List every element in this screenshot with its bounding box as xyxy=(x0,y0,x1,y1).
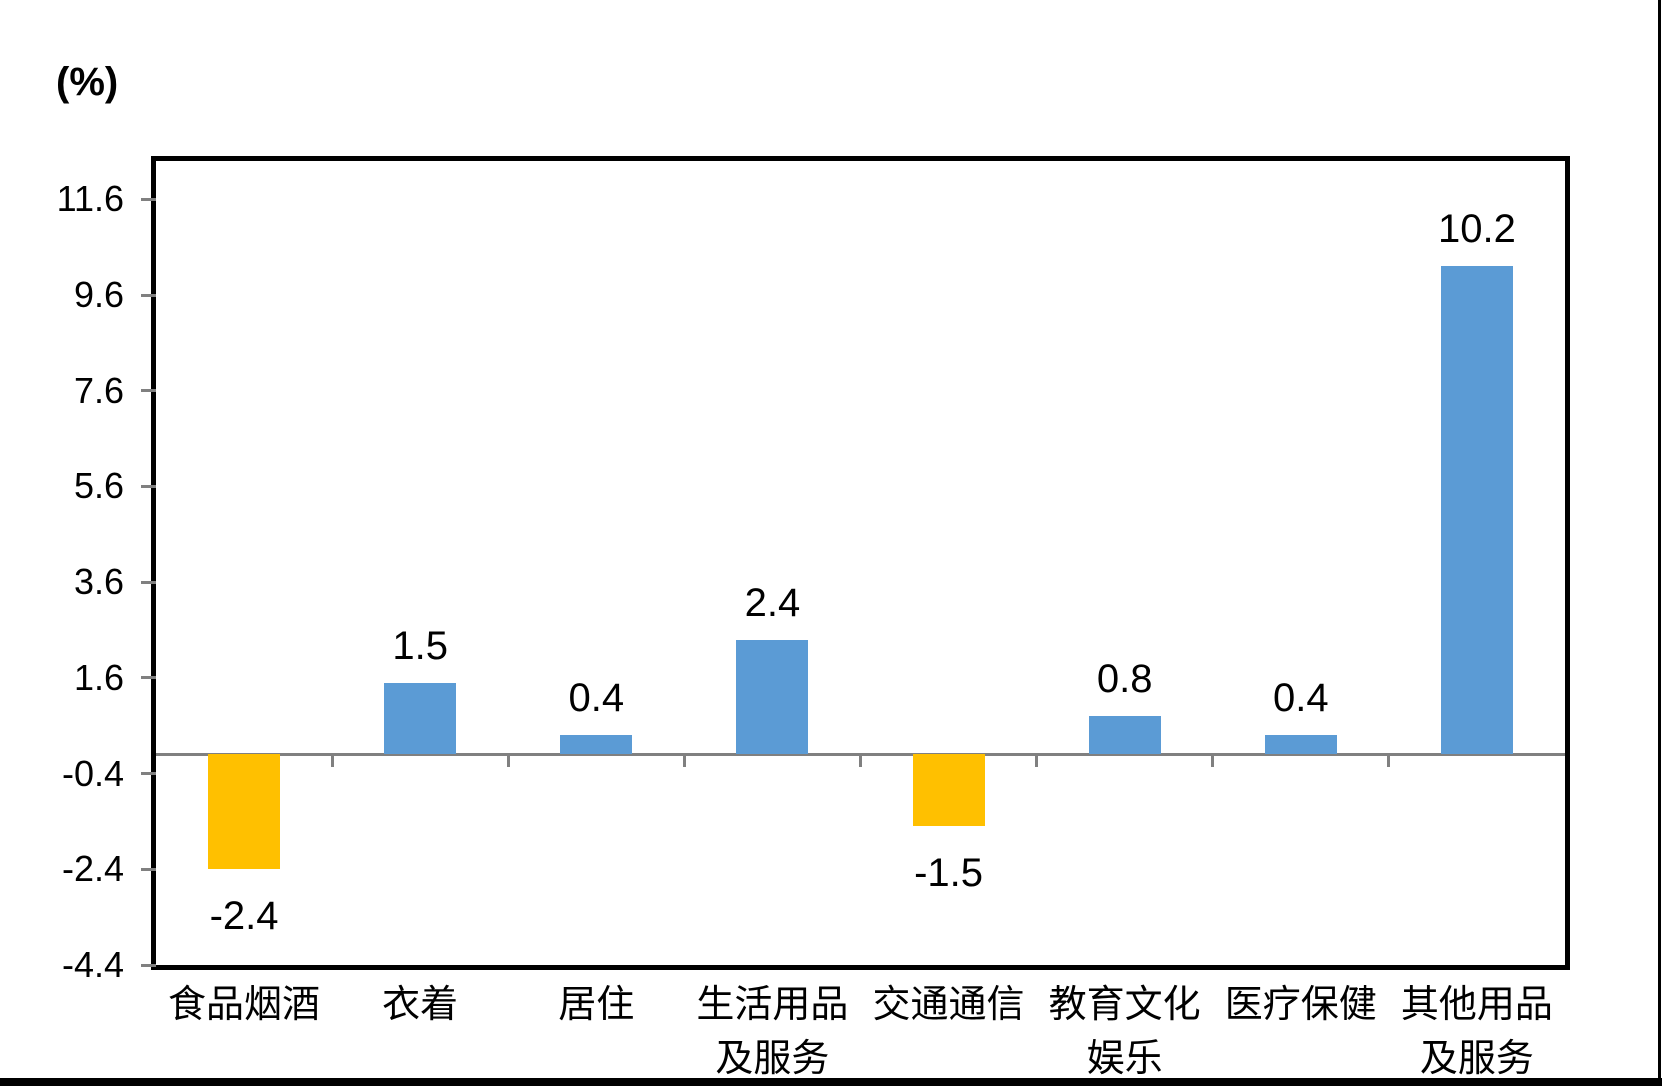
x-axis-label-衣着: 衣着 xyxy=(300,978,540,1032)
y-tick-label-7: -2.4 xyxy=(61,848,124,890)
bar-value-label-交通通信: -1.5 xyxy=(914,851,984,896)
y-axis-unit-label: (%) xyxy=(56,60,119,104)
x-axis-label-交通通信: 交通通信 xyxy=(829,978,1069,1032)
y-tick-1 xyxy=(141,293,156,297)
x-tick-5 xyxy=(1035,754,1039,768)
bar-交通通信 xyxy=(912,754,985,827)
bar-居住 xyxy=(560,735,633,755)
y-tick-6 xyxy=(141,772,156,776)
x-axis-label-line: 生活用品 xyxy=(696,984,849,1026)
bar-生活用品及服务 xyxy=(736,639,809,755)
bar-食品烟酒 xyxy=(208,754,281,870)
x-axis-label-line: 食品烟酒 xyxy=(168,984,321,1026)
x-tick-4 xyxy=(859,754,862,768)
x-axis-label-line: 交通通信 xyxy=(872,984,1025,1026)
bar-医疗保健 xyxy=(1264,735,1337,755)
y-tick-label-8: -4.4 xyxy=(61,944,124,985)
bar-value-label-食品烟酒: -2.4 xyxy=(209,894,279,939)
x-tick-1 xyxy=(330,754,334,768)
bar-value-label-生活用品及服务: 2.4 xyxy=(744,580,801,625)
bar-教育文化娱乐 xyxy=(1088,716,1161,755)
x-axis-label-line: 居住 xyxy=(558,984,635,1026)
bar-value-label-教育文化娱乐: 0.8 xyxy=(1096,657,1153,702)
y-tick-5 xyxy=(141,676,156,680)
x-tick-7 xyxy=(1387,754,1391,768)
y-tick-label-2: 7.6 xyxy=(73,369,124,411)
image-bottom-border-bar xyxy=(0,1078,1662,1086)
y-tick-0 xyxy=(141,197,156,201)
x-axis-label-line: 娱乐 xyxy=(1086,1038,1163,1080)
x-axis-label-其他用品及服务: 其他用品 及服务 xyxy=(1357,978,1597,1086)
y-tick-label-3: 5.6 xyxy=(73,465,124,507)
x-tick-3 xyxy=(682,754,686,768)
y-tick-4 xyxy=(141,580,156,584)
x-axis-label-line: 及服务 xyxy=(1419,1038,1534,1080)
x-axis-label-居住: 居住 xyxy=(476,978,716,1032)
y-tick-2 xyxy=(141,389,156,393)
y-tick-label-5: 1.6 xyxy=(73,656,124,698)
y-tick-8 xyxy=(141,963,156,967)
x-axis-label-生活用品及服务: 生活用品 及服务 xyxy=(652,978,892,1086)
x-axis-label-line: 其他用品 xyxy=(1400,984,1553,1026)
bar-value-label-居住: 0.4 xyxy=(568,676,625,721)
bar-value-label-医疗保健: 0.4 xyxy=(1273,676,1329,721)
x-tick-2 xyxy=(506,754,510,768)
x-axis-label-line: 衣着 xyxy=(382,984,459,1026)
plot-area-border xyxy=(151,156,1570,970)
bar-value-label-其他用品及服务: 10.2 xyxy=(1438,207,1516,252)
x-axis-label-line: 医疗保健 xyxy=(1224,984,1377,1026)
y-tick-label-4: 3.6 xyxy=(73,561,124,603)
x-axis-label-line: 教育文化 xyxy=(1048,984,1201,1026)
x-axis-label-医疗保健: 医疗保健 xyxy=(1181,978,1421,1032)
y-tick-3 xyxy=(141,484,156,488)
y-tick-label-6: -0.4 xyxy=(61,752,124,794)
x-axis-label-line: 及服务 xyxy=(715,1038,830,1080)
x-tick-6 xyxy=(1211,754,1215,768)
y-tick-7 xyxy=(141,867,156,871)
bar-value-label-衣着: 1.5 xyxy=(392,623,448,668)
y-tick-label-1: 9.6 xyxy=(73,274,124,315)
x-axis-label-教育文化娱乐: 教育文化 娱乐 xyxy=(1005,978,1245,1086)
bar-衣着 xyxy=(384,682,457,755)
y-tick-label-0: 11.6 xyxy=(56,178,124,220)
bar-其他用品及服务 xyxy=(1440,266,1513,755)
x-axis-label-食品烟酒: 食品烟酒 xyxy=(124,978,364,1032)
image-right-border-line xyxy=(1658,0,1661,1086)
